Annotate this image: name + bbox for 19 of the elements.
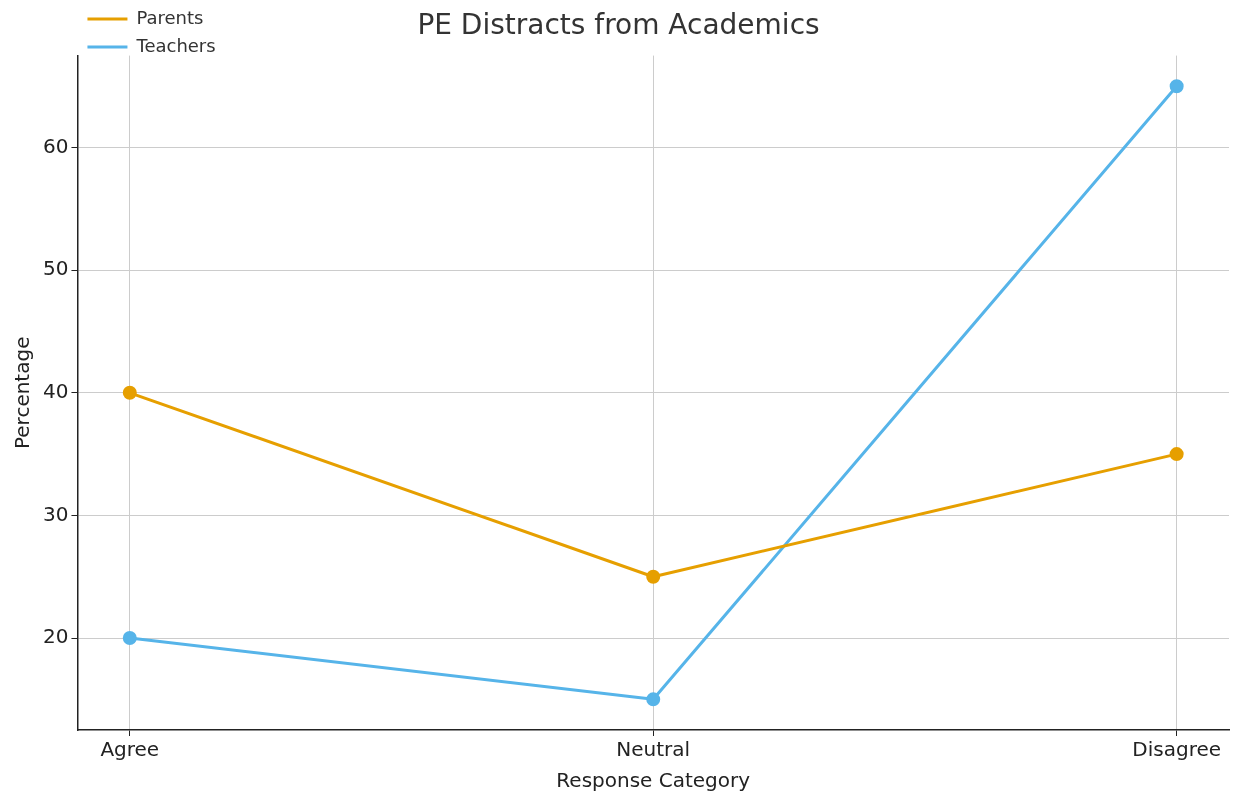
point bbox=[122, 631, 137, 646]
x-tick-label: Disagree bbox=[1132, 737, 1222, 762]
y-tick-label: 20 bbox=[43, 624, 69, 649]
y-tick-label: 50 bbox=[43, 256, 69, 281]
legend-label: Teachers bbox=[135, 34, 216, 56]
x-tick-label: Neutral bbox=[616, 737, 691, 762]
chart-title: PE Distracts from Academics bbox=[417, 8, 820, 42]
y-tick-label: 40 bbox=[43, 379, 69, 403]
point bbox=[646, 569, 661, 584]
point bbox=[646, 692, 661, 707]
x-axis-title: Response Category bbox=[556, 768, 751, 793]
y-tick-label: 60 bbox=[43, 133, 69, 158]
legend-label: Parents bbox=[136, 6, 204, 28]
x-tick-label: Agree bbox=[100, 737, 160, 762]
y-tick-label: 30 bbox=[43, 501, 69, 526]
y-axis-title: Percentage bbox=[10, 336, 35, 450]
point bbox=[1169, 79, 1184, 94]
point bbox=[1169, 447, 1184, 462]
point bbox=[122, 385, 137, 400]
